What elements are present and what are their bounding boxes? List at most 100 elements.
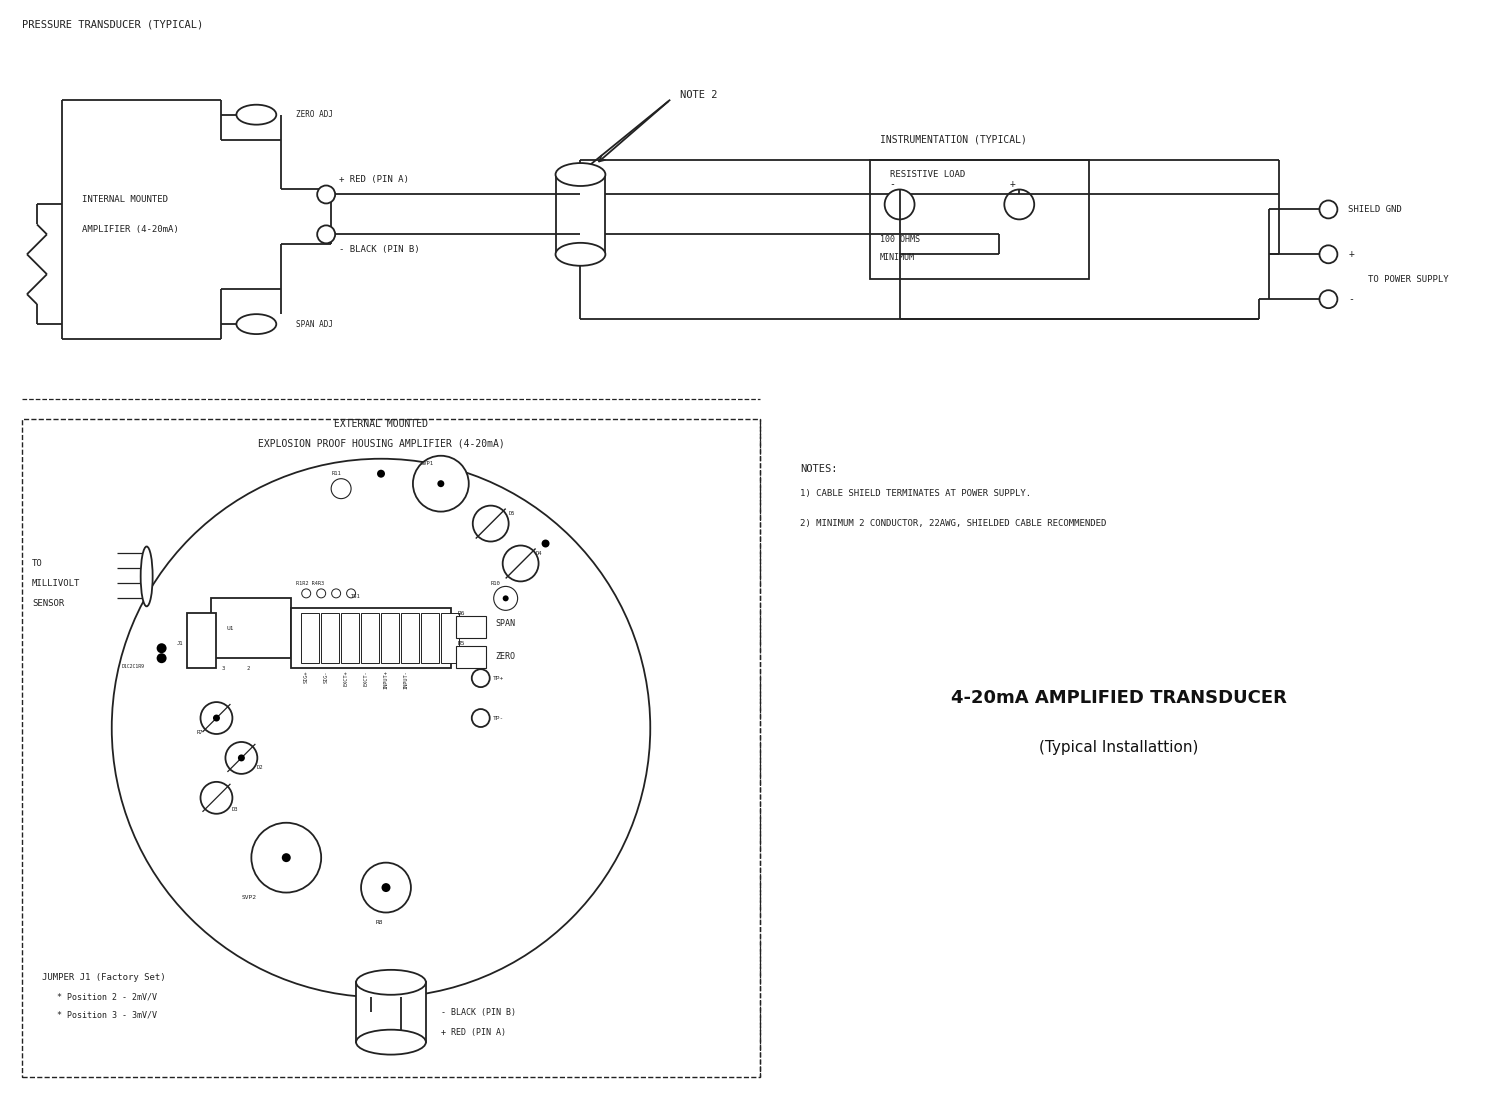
Bar [22,419,760,1077]
Text: MINIMUM: MINIMUM [879,252,915,262]
Circle shape [472,506,508,542]
Text: +: + [1010,180,1016,190]
Circle shape [201,782,232,814]
Circle shape [413,455,470,511]
Text: -: - [1348,294,1354,304]
Text: R11: R11 [332,472,340,476]
Bar [456,646,486,668]
Text: 100 OHMS: 100 OHMS [879,235,920,244]
Circle shape [1320,291,1338,308]
Text: SVP1: SVP1 [422,461,434,466]
Text: EXCT-: EXCT- [363,670,369,686]
Text: TS1: TS1 [351,593,361,599]
Text: * Position 2 - 2mV/V: * Position 2 - 2mV/V [57,993,158,1002]
Ellipse shape [555,163,606,186]
Text: R10: R10 [490,581,501,586]
Text: U1: U1 [226,625,234,631]
Circle shape [332,478,351,499]
Text: 1) CABLE SHIELD TERMINATES AT POWER SUPPLY.: 1) CABLE SHIELD TERMINATES AT POWER SUPP… [800,489,1030,498]
Bar [870,159,1089,280]
Circle shape [472,709,489,727]
Circle shape [316,185,334,203]
Circle shape [885,190,915,219]
Ellipse shape [141,546,153,607]
Text: 2) MINIMUM 2 CONDUCTOR, 22AWG, SHIELDED CABLE RECOMMENDED: 2) MINIMUM 2 CONDUCTOR, 22AWG, SHIELDED … [800,519,1106,528]
Bar [400,613,418,664]
Bar [321,613,339,664]
Text: R1R2 R4R3: R1R2 R4R3 [296,581,324,586]
Text: INSTRUMENTATION (TYPICAL): INSTRUMENTATION (TYPICAL) [879,135,1026,145]
Text: 4-20mA AMPLIFIED TRANSDUCER: 4-20mA AMPLIFIED TRANSDUCER [951,689,1287,708]
Text: EXPLOSION PROOF HOUSING AMPLIFIER (4-20mA): EXPLOSION PROOF HOUSING AMPLIFIER (4-20m… [258,439,504,449]
Text: PRESSURE TRANSDUCER (TYPICAL): PRESSURE TRANSDUCER (TYPICAL) [22,20,202,30]
Text: SIG-: SIG- [324,670,328,682]
Circle shape [111,459,651,997]
Bar [356,982,426,1042]
Circle shape [472,669,489,687]
Circle shape [542,540,549,547]
Text: +: + [1348,249,1354,259]
Text: INPUT-: INPUT- [404,670,408,689]
Bar [441,613,459,664]
Circle shape [503,596,509,601]
Text: (Typical Installattion): (Typical Installattion) [1040,740,1199,756]
Text: TO POWER SUPPLY: TO POWER SUPPLY [1368,274,1449,284]
Bar [291,609,452,668]
Circle shape [381,883,390,892]
Ellipse shape [237,104,276,125]
Text: -: - [890,180,896,190]
Bar [362,613,380,664]
Text: D3: D3 [231,807,238,812]
Bar [340,613,358,664]
Circle shape [156,643,166,653]
Circle shape [156,653,166,664]
Text: EXTERNAL MOUNTED: EXTERNAL MOUNTED [334,419,427,429]
Circle shape [494,587,517,610]
Text: 3: 3 [222,666,225,670]
Circle shape [225,742,258,773]
Text: J1: J1 [177,641,183,646]
Text: R7: R7 [196,731,202,735]
Text: JUMPER J1 (Factory Set): JUMPER J1 (Factory Set) [42,973,165,982]
Text: ZERO: ZERO [495,652,516,660]
Circle shape [252,823,321,893]
Bar [555,174,606,255]
Circle shape [438,480,444,487]
Text: SENSOR: SENSOR [32,599,64,608]
Circle shape [213,714,220,722]
Text: D2: D2 [256,766,262,770]
Text: NOTE 2: NOTE 2 [680,90,717,100]
Text: R5: R5 [458,641,465,646]
Bar [381,613,399,664]
Text: TP+: TP+ [492,676,504,680]
Bar [456,617,486,638]
Text: R6: R6 [458,611,465,615]
Bar [422,613,440,664]
Circle shape [201,702,232,734]
Circle shape [238,755,244,761]
Ellipse shape [356,970,426,995]
Circle shape [316,589,326,598]
Text: NOTES:: NOTES: [800,464,837,474]
Text: SHIELD GND: SHIELD GND [1348,205,1402,214]
Ellipse shape [237,314,276,335]
Text: INTERNAL MOUNTED: INTERNAL MOUNTED [82,195,168,204]
Text: SIG+: SIG+ [303,670,309,682]
Circle shape [316,225,334,244]
Text: INPUT+: INPUT+ [384,670,388,689]
Text: AMPLIFIER (4-20mA): AMPLIFIER (4-20mA) [82,225,178,234]
Text: D1C2C1R9: D1C2C1R9 [122,664,144,669]
Text: EXCT+: EXCT+ [344,670,348,686]
Circle shape [1320,246,1338,263]
Text: SPAN ADJ: SPAN ADJ [296,319,333,329]
Text: - BLACK (PIN B): - BLACK (PIN B) [441,1008,516,1017]
Text: D4: D4 [536,551,542,556]
Text: R8: R8 [376,920,384,925]
Text: TO: TO [32,559,42,568]
Text: SVP2: SVP2 [242,895,256,900]
Circle shape [503,545,538,581]
Text: MILLIVOLT: MILLIVOLT [32,579,81,588]
Text: RESISTIVE LOAD: RESISTIVE LOAD [890,170,965,179]
Text: TP-: TP- [492,715,504,721]
Text: + RED (PIN A): + RED (PIN A) [441,1028,506,1037]
